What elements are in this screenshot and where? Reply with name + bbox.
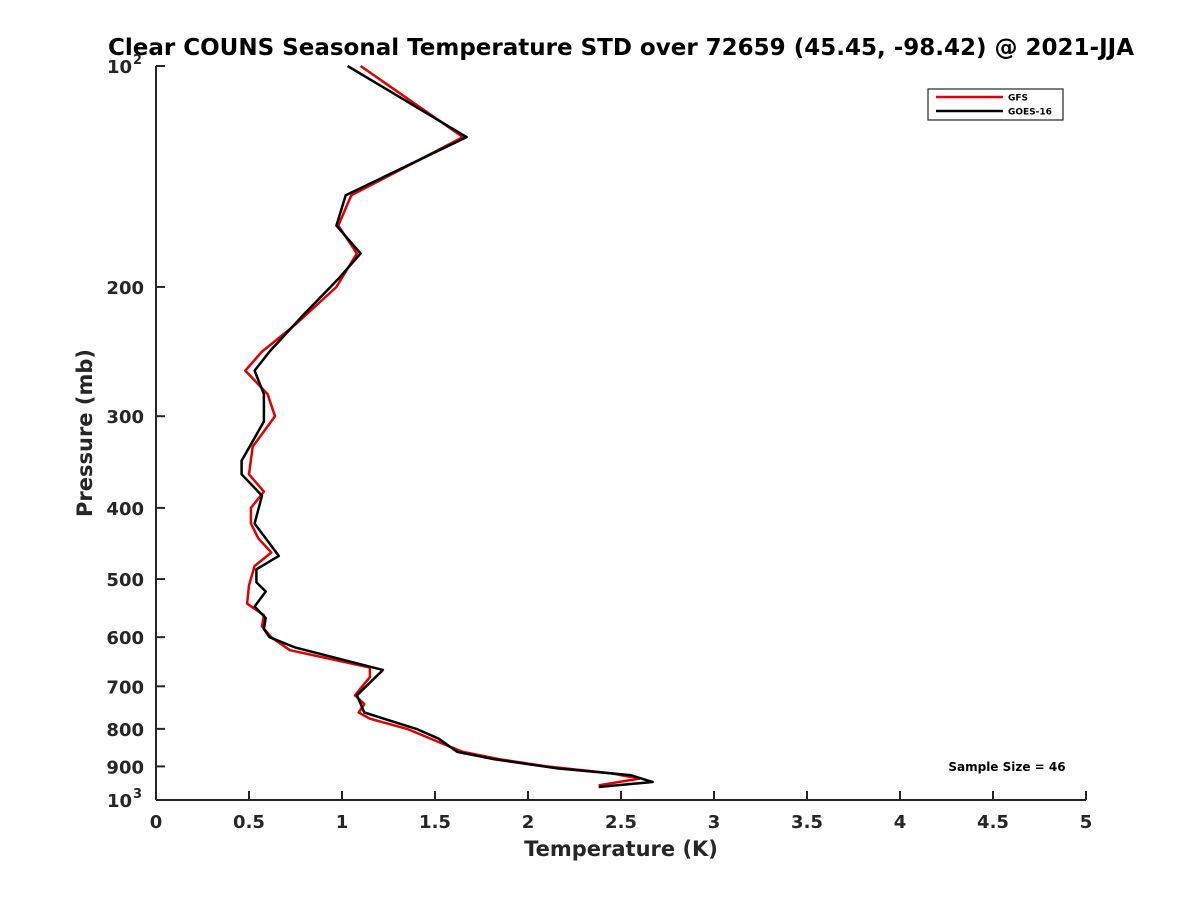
plot-area bbox=[156, 66, 1086, 800]
x-tick-label: 3 bbox=[708, 812, 721, 833]
series-line-gfs bbox=[244, 64, 641, 787]
legend-label-gfs: GFS bbox=[1008, 94, 1028, 104]
x-tick-label: 5 bbox=[1080, 812, 1093, 833]
legend: GFS GOES-16 bbox=[927, 88, 1064, 121]
x-tick-label: 4.5 bbox=[977, 812, 1009, 833]
y-tick-label: 700 bbox=[106, 677, 144, 698]
y-tick-exponent: 3 bbox=[133, 787, 142, 802]
x-tick-label: 0.5 bbox=[233, 812, 265, 833]
y-tick-label: 900 bbox=[106, 757, 144, 778]
series-line-goes-16 bbox=[240, 64, 654, 789]
x-tick-label: 4 bbox=[894, 812, 907, 833]
y-axis-label: Pressure (mb) bbox=[73, 349, 97, 517]
sample-size-annotation: Sample Size = 46 bbox=[948, 760, 1065, 774]
y-tick-label: 500 bbox=[106, 570, 144, 591]
x-tick-label: 2.5 bbox=[605, 812, 637, 833]
y-tick-exponent: 2 bbox=[133, 53, 142, 68]
x-axis-label: Temperature (K) bbox=[524, 837, 718, 861]
x-ticks: 0 0.5 1 1.5 2 2.5 3 3.5 4 4.5 5 bbox=[150, 791, 1093, 833]
chart-title: Clear COUNS Seasonal Temperature STD ove… bbox=[108, 35, 1134, 61]
y-tick-label: 10 bbox=[107, 57, 132, 78]
series-layer bbox=[240, 64, 654, 789]
x-tick-label: 0 bbox=[150, 812, 163, 833]
y-tick-label: 800 bbox=[106, 720, 144, 741]
legend-label-goes-16: GOES-16 bbox=[1008, 108, 1052, 118]
y-tick-label: 400 bbox=[106, 499, 144, 520]
y-tick-label: 300 bbox=[106, 407, 144, 428]
y-tick-label: 10 bbox=[107, 791, 132, 812]
x-tick-label: 1.5 bbox=[419, 812, 451, 833]
y-tick-label: 600 bbox=[106, 628, 144, 649]
x-tick-label: 2 bbox=[522, 812, 535, 833]
x-tick-label: 1 bbox=[336, 812, 349, 833]
y-tick-label: 200 bbox=[106, 278, 144, 299]
legend-box bbox=[927, 88, 1064, 121]
x-tick-label: 3.5 bbox=[791, 812, 823, 833]
